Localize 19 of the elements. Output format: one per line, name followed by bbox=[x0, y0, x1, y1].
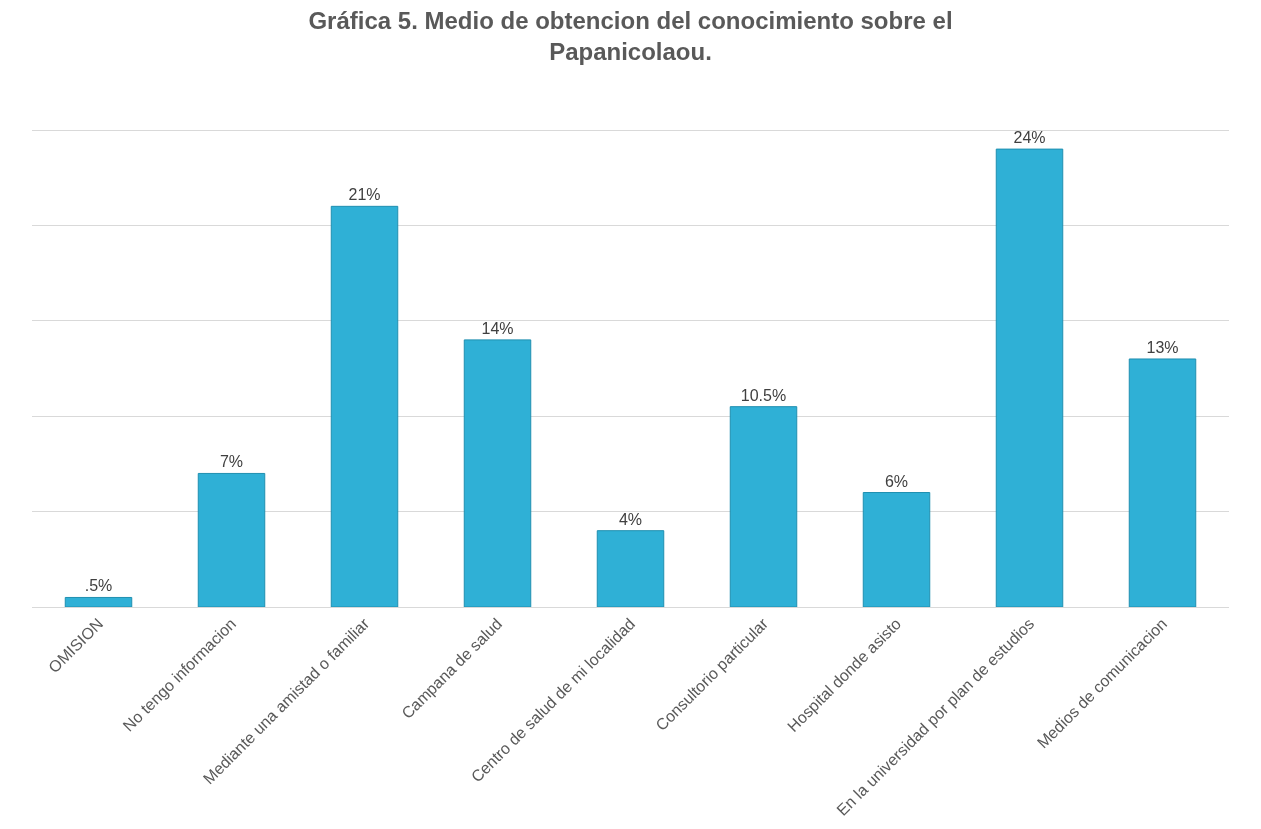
bar bbox=[862, 492, 931, 607]
bar bbox=[729, 406, 798, 607]
data-label: 7% bbox=[219, 453, 244, 471]
bar bbox=[1128, 358, 1197, 607]
data-label: 13% bbox=[1146, 338, 1179, 356]
data-label: 14% bbox=[481, 319, 514, 337]
bar bbox=[463, 339, 532, 607]
data-label: 10.5% bbox=[740, 386, 787, 404]
bar bbox=[197, 472, 266, 607]
data-label: .5% bbox=[84, 577, 113, 595]
bar bbox=[596, 530, 665, 607]
data-label: 4% bbox=[618, 510, 643, 528]
data-label: 21% bbox=[348, 186, 381, 204]
bar bbox=[330, 205, 399, 607]
chart-title: Gráfica 5. Medio de obtencion del conocimiento sobre el Papanicolaou. bbox=[308, 7, 953, 66]
data-label: 6% bbox=[884, 472, 909, 490]
data-label: 24% bbox=[1013, 129, 1046, 147]
bar bbox=[64, 596, 133, 607]
bar bbox=[995, 148, 1064, 607]
